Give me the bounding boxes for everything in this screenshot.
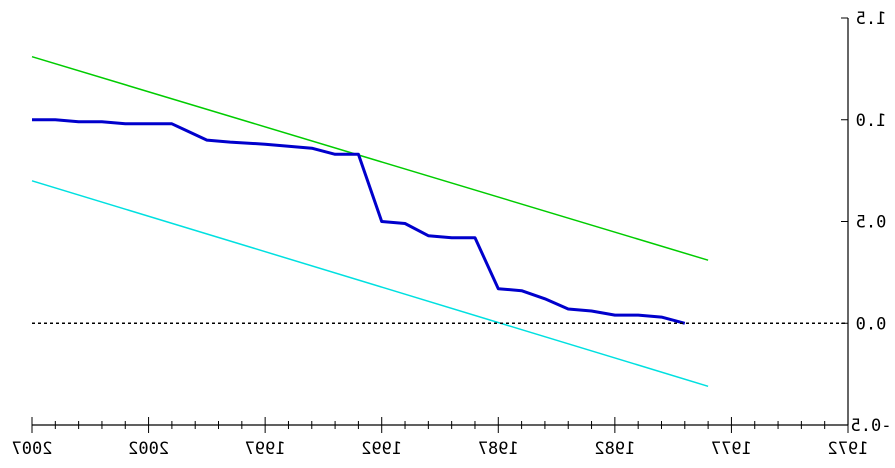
y-tick-label: 0.0 <box>856 314 887 334</box>
y-tick-label: -0.5 <box>851 416 892 436</box>
y-tick-label: 1.5 <box>856 9 887 29</box>
y-tick-label: 1.0 <box>856 111 887 131</box>
x-tick-label: 1972 <box>828 439 869 459</box>
series-line-2 <box>32 118 686 325</box>
x-tick-label: 1992 <box>361 439 402 459</box>
label-layer: 2007 2002 1997 1992 1987 1982 1977 1972 1.5 1.0 0.… <box>12 9 892 459</box>
x-tick-label: 1987 <box>478 439 519 459</box>
x-tick-label: 1982 <box>594 439 635 459</box>
axis-layer <box>31 17 849 433</box>
y-tick-label: 0.5 <box>856 213 887 233</box>
series-line-1 <box>31 55 709 261</box>
series-layer <box>31 55 848 388</box>
x-tick-label: 1977 <box>711 439 752 459</box>
x-tick-label: 2007 <box>12 439 53 459</box>
series-line-3 <box>31 180 709 388</box>
x-tick-label: 1997 <box>245 439 286 459</box>
x-tick-label: 2002 <box>128 439 169 459</box>
